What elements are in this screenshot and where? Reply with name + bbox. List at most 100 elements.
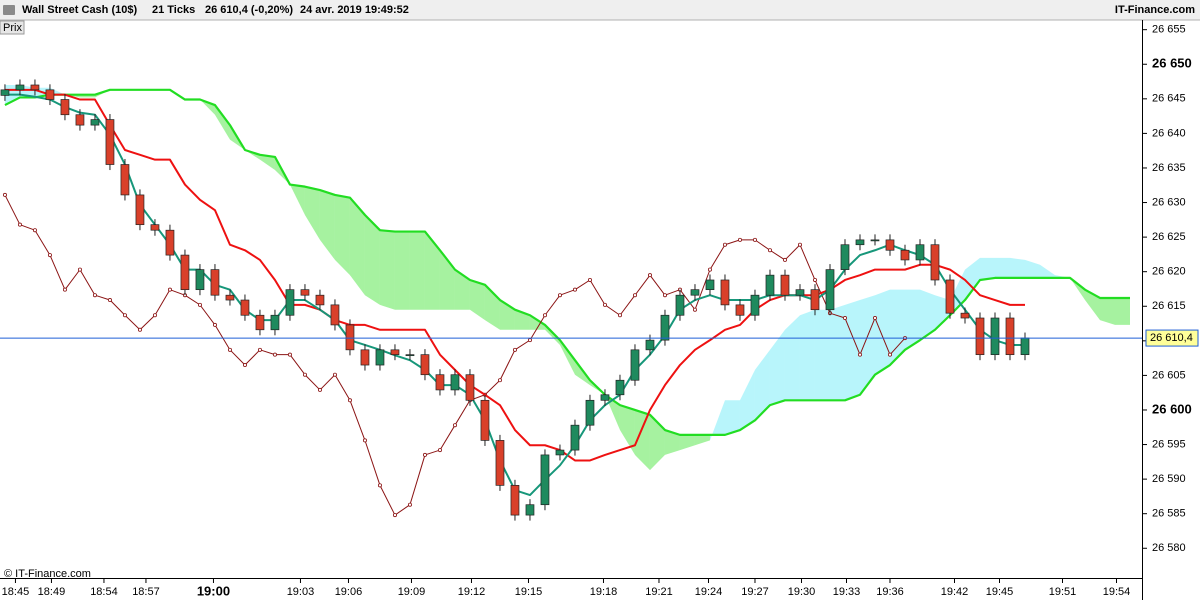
candle-body [735, 304, 745, 316]
chikou-dot [62, 287, 67, 292]
candle-body [750, 294, 760, 316]
cloud-segment [904, 289, 920, 350]
cloud-segment [889, 289, 905, 366]
cloud-segment [349, 197, 365, 296]
cloud-segment [1114, 297, 1130, 325]
candle-body [330, 304, 340, 326]
chikou-dot [872, 316, 877, 321]
x-tick-label: 19:33 [833, 586, 861, 598]
candle-body [15, 84, 25, 91]
cloud-segment [619, 405, 635, 455]
chikou-dot [572, 287, 577, 292]
kijun-line [4, 88, 1025, 462]
tenkan-line [4, 93, 1025, 497]
candle-body [90, 119, 100, 126]
chikou-dot [857, 352, 862, 357]
cloud-segment [469, 279, 485, 321]
chikou-dot [197, 302, 202, 307]
x-tick-label: 19:24 [695, 586, 723, 598]
chikou-dot [797, 242, 802, 247]
candle-body [195, 269, 205, 291]
cloud-segment [739, 369, 755, 431]
candle-body [705, 279, 715, 291]
y-tick-label: 26 630 [1152, 196, 1186, 208]
cloud-segment [724, 400, 740, 435]
x-tick-label: 19:45 [986, 586, 1014, 598]
cloud-segment [859, 295, 875, 395]
chikou-dot [47, 253, 52, 258]
chikou-dot [632, 293, 637, 298]
chikou-dot [452, 423, 457, 428]
candle-body [840, 244, 850, 270]
menu-icon[interactable] [3, 5, 15, 15]
cloud-segment [319, 190, 335, 260]
chikou-dot [392, 513, 397, 518]
chikou-dot [602, 302, 607, 307]
y-tick-label: 26 655 [1152, 24, 1186, 36]
candle-body [990, 317, 1000, 356]
chikou-dot [107, 298, 112, 303]
candle-body [720, 279, 730, 306]
y-tick-label: 26 605 [1152, 369, 1186, 381]
candle-body [675, 294, 685, 316]
cloud-segment [709, 400, 725, 441]
chikou-dot [317, 387, 322, 392]
x-tick-label: 18:54 [90, 586, 118, 598]
x-tick-label: 19:51 [1049, 586, 1077, 598]
chikou-dot [122, 313, 127, 318]
chikou-dot [287, 352, 292, 357]
candle-body [1020, 337, 1030, 356]
cloud-segment [694, 434, 710, 446]
chikou-dot [362, 438, 367, 443]
x-tick-label: 19:09 [398, 586, 426, 598]
interval: 21 Ticks [152, 4, 195, 16]
candle-body [945, 279, 955, 314]
candle-body [795, 289, 805, 296]
candle-body [375, 349, 385, 366]
y-tick-label: 26 615 [1152, 300, 1186, 312]
x-tick-label: 19:15 [515, 586, 543, 598]
cloud-segment [769, 329, 785, 406]
candle-body [975, 317, 985, 356]
candle-body [495, 440, 505, 486]
y-tick-label: 26 625 [1152, 231, 1186, 243]
x-tick-label: 19:27 [741, 586, 769, 598]
cloud-segment [394, 231, 410, 310]
chikou-dot [32, 228, 37, 233]
candle-body [435, 374, 445, 391]
cloud-segment [289, 184, 305, 215]
chikou-dot [512, 347, 517, 352]
cloud-segment [424, 231, 440, 310]
cloud-segment [994, 257, 1010, 278]
chikou-dot [767, 248, 772, 253]
candle-body [555, 449, 565, 456]
cloud-segment [754, 349, 770, 421]
quote: 26 610,4 (-0,20%) [205, 4, 293, 16]
chikou-dot [812, 277, 817, 282]
chikou-dot [557, 293, 562, 298]
chikou-dot [887, 352, 892, 357]
chikou-dot [347, 398, 352, 403]
x-tick-label: 19:06 [335, 586, 363, 598]
cloud-segment [379, 230, 395, 310]
cloud-segment [364, 214, 380, 305]
candle-body [885, 239, 895, 251]
x-tick-label: 19:42 [941, 586, 969, 598]
cloud-segment [799, 309, 815, 401]
cloud-segment [919, 289, 935, 341]
candle-body [660, 314, 670, 341]
cloud-segment [1069, 277, 1085, 301]
chikou-dot [527, 338, 532, 343]
chikou-dot [752, 237, 757, 242]
candle-body [345, 324, 355, 351]
cloud-segment [199, 99, 215, 115]
candle-body [450, 374, 460, 391]
panel-tag [0, 20, 25, 35]
candle-body [225, 294, 235, 301]
candle-body [390, 349, 400, 356]
chikou-dot [92, 293, 97, 298]
candle-body [60, 99, 70, 116]
senkou-a-line [4, 88, 1130, 436]
copyright: © IT-Finance.com [4, 568, 91, 580]
candle-body [405, 354, 415, 357]
